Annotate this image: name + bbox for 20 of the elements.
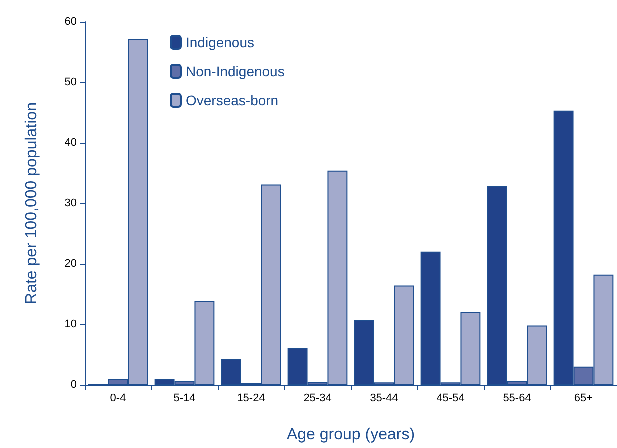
y-tick-label: 50 — [64, 76, 77, 88]
x-tick-label: 0-4 — [110, 392, 126, 404]
x-tick-label: 65+ — [574, 392, 594, 404]
y-tick-label: 60 — [64, 16, 77, 28]
y-axis-title: Rate per 100,000 population — [24, 102, 40, 304]
legend-label: Non-Indigenous — [186, 64, 285, 80]
y-tick-label: 40 — [64, 137, 77, 149]
legend-label: Overseas-born — [186, 92, 279, 108]
y-tick-label: 10 — [64, 318, 77, 330]
x-tick-label: 25-34 — [304, 392, 332, 404]
x-tick-label: 35-44 — [370, 392, 398, 404]
y-tick-label: 0 — [70, 379, 77, 391]
x-tick-label: 15-24 — [237, 392, 266, 404]
x-tick-label: 55-64 — [503, 392, 532, 404]
y-tick-label: 30 — [64, 198, 77, 210]
y-tick-label: 20 — [64, 258, 77, 270]
legend-label: Indigenous — [186, 34, 255, 50]
x-axis-title: Age group (years) — [286, 426, 416, 444]
x-tick-label: 45-54 — [436, 392, 465, 404]
x-tick-label: 5-14 — [174, 392, 196, 404]
